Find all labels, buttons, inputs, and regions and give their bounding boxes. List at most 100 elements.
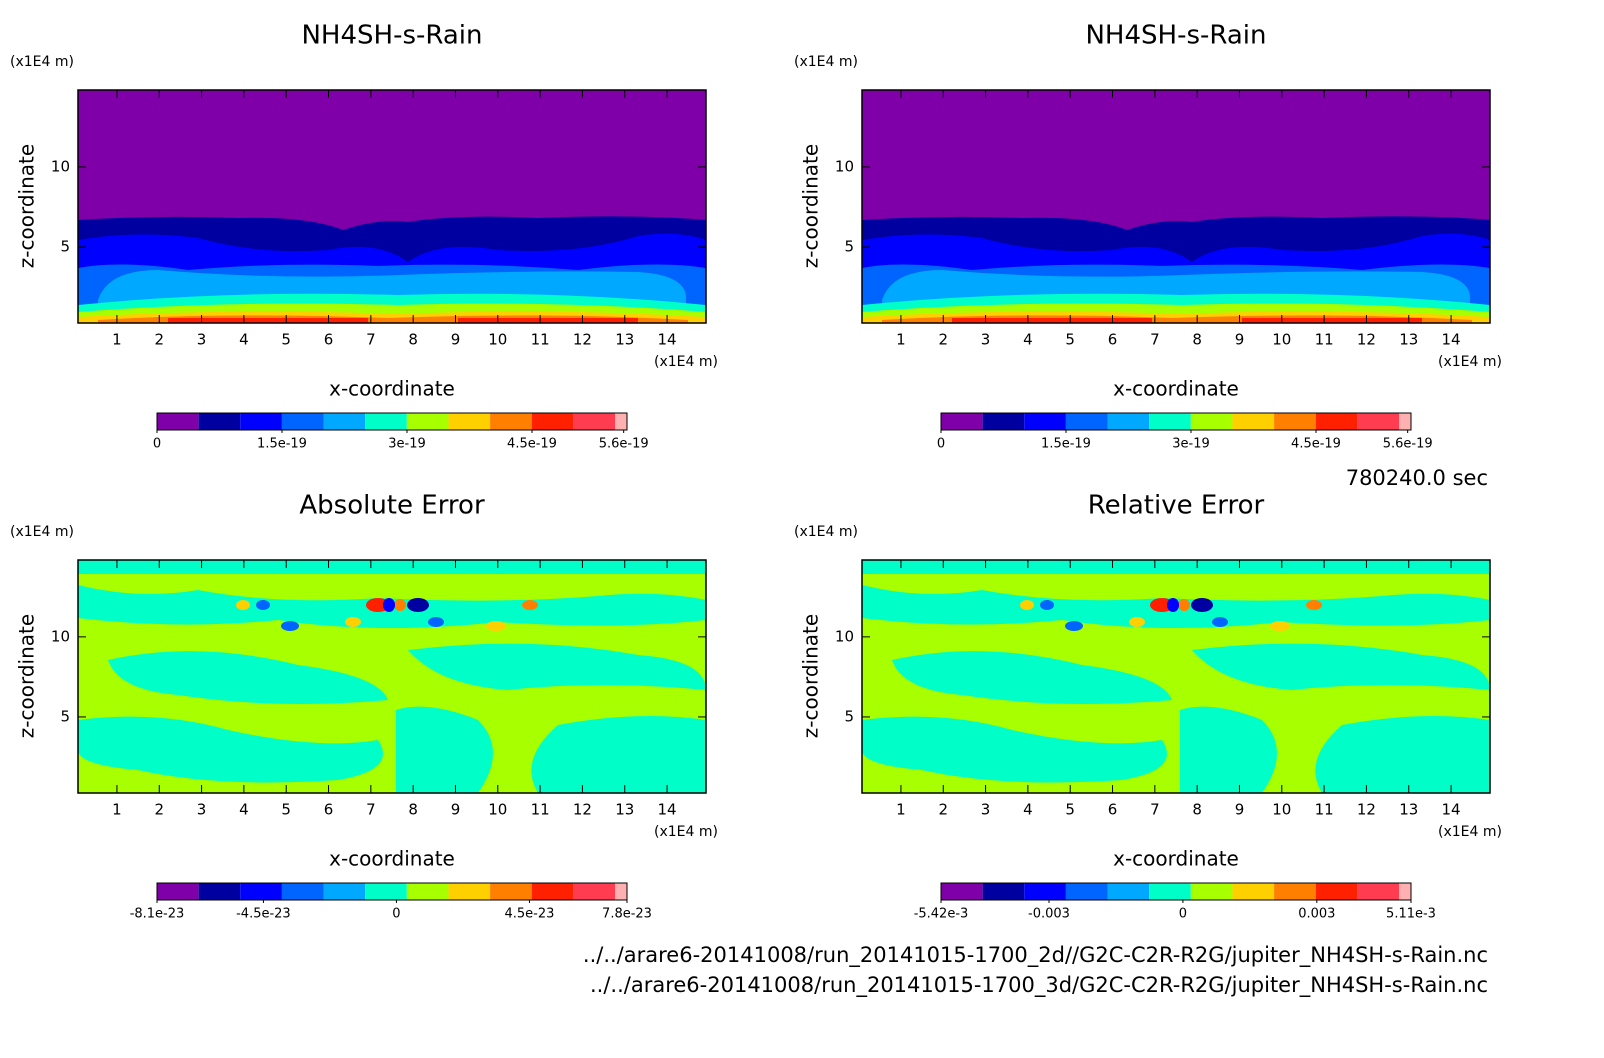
colorbar-tick-label: 7.8e-23 bbox=[602, 907, 652, 922]
colorbar-swatch bbox=[573, 883, 615, 900]
colorbar-tick-label: 4.5e-19 bbox=[507, 437, 557, 452]
x-tick-label: 6 bbox=[1108, 331, 1118, 349]
colorbar-swatch bbox=[1315, 413, 1358, 430]
colorbar-swatch bbox=[448, 413, 491, 430]
plot-frame bbox=[861, 559, 1491, 794]
x-tick-label: 13 bbox=[615, 331, 634, 349]
colorbar-swatch bbox=[1190, 883, 1233, 900]
colorbar-swatch bbox=[1399, 413, 1411, 430]
colorbar-swatch bbox=[281, 413, 324, 430]
x-tick-label: 11 bbox=[531, 331, 550, 349]
colorbar-swatch bbox=[323, 883, 366, 900]
x-tick-label: 4 bbox=[1023, 801, 1033, 819]
x-tick-label: 2 bbox=[938, 331, 948, 349]
x-unit: (x1E4 m) bbox=[654, 354, 718, 370]
x-tick-label: 5 bbox=[1065, 331, 1075, 349]
colorbar-swatch bbox=[982, 883, 1025, 900]
chart-title: Relative Error bbox=[1088, 491, 1265, 521]
colorbar-frame bbox=[940, 412, 1412, 431]
x-tick-label: 8 bbox=[408, 801, 418, 819]
y-tick-label: 5 bbox=[844, 237, 854, 255]
colorbar-swatch bbox=[198, 883, 241, 900]
x-tick-label: 1 bbox=[112, 801, 122, 819]
y-tick-label: 10 bbox=[835, 157, 854, 175]
plot-frame bbox=[77, 559, 707, 794]
x-tick-label: 6 bbox=[324, 801, 334, 819]
colorbar-swatch bbox=[1149, 413, 1191, 430]
colorbar-swatch bbox=[448, 883, 491, 900]
x-tick-label: 14 bbox=[1442, 331, 1461, 349]
colorbar-tick-label: 3e-19 bbox=[1172, 437, 1210, 452]
x-tick-label: 5 bbox=[1065, 801, 1075, 819]
plot-frame bbox=[861, 89, 1491, 324]
colorbar-swatch bbox=[1232, 883, 1275, 900]
colorbar-tick-label: 1.5e-19 bbox=[1041, 437, 1091, 452]
colorbar-swatch bbox=[531, 413, 574, 430]
colorbar-swatch bbox=[1149, 883, 1191, 900]
colorbar-swatch bbox=[1107, 883, 1150, 900]
x-tick-label: 13 bbox=[1399, 331, 1418, 349]
x-tick-label: 12 bbox=[573, 801, 592, 819]
x-tick-label: 10 bbox=[488, 331, 507, 349]
x-tick-label: 10 bbox=[488, 801, 507, 819]
colorbar-swatch bbox=[365, 883, 407, 900]
colorbar-tick-label: -8.1e-23 bbox=[130, 907, 185, 922]
x-axis-title: x-coordinate bbox=[329, 377, 455, 401]
y-tick-label: 5 bbox=[60, 707, 70, 725]
y-unit: (x1E4 m) bbox=[10, 524, 74, 540]
colorbar-swatch bbox=[406, 413, 449, 430]
x-tick-label: 1 bbox=[112, 331, 122, 349]
x-tick-label: 7 bbox=[1150, 331, 1160, 349]
x-tick-label: 13 bbox=[1399, 801, 1418, 819]
colorbar-tick-label: 0 bbox=[153, 437, 161, 452]
y-unit: (x1E4 m) bbox=[794, 524, 858, 540]
x-tick-label: 2 bbox=[154, 801, 164, 819]
colorbar-swatch bbox=[982, 413, 1025, 430]
x-tick-label: 14 bbox=[1442, 801, 1461, 819]
colorbar-swatch bbox=[365, 413, 407, 430]
x-tick-label: 11 bbox=[1315, 331, 1334, 349]
x-tick-label: 3 bbox=[981, 801, 991, 819]
colorbar-swatch bbox=[490, 883, 532, 900]
colorbar-frame bbox=[940, 882, 1412, 901]
x-tick-label: 5 bbox=[281, 331, 291, 349]
y-axis-title: z-coordinate bbox=[15, 144, 39, 268]
file-path: ../../arare6-20141008/run_20141015-1700_… bbox=[590, 973, 1488, 998]
colorbar-swatch bbox=[323, 413, 366, 430]
x-tick-label: 4 bbox=[239, 331, 249, 349]
colorbar-tick-label: 0.003 bbox=[1298, 907, 1335, 922]
colorbar-tick-label: 4.5e-19 bbox=[1291, 437, 1341, 452]
colorbar-swatch bbox=[531, 883, 574, 900]
colorbar-swatch bbox=[157, 883, 199, 900]
x-unit: (x1E4 m) bbox=[1438, 354, 1502, 370]
colorbar-swatch bbox=[281, 883, 324, 900]
colorbar-swatch bbox=[1107, 413, 1150, 430]
colorbar-swatch bbox=[157, 413, 199, 430]
colorbar-swatch bbox=[573, 413, 615, 430]
colorbar-swatch bbox=[1065, 413, 1108, 430]
x-tick-label: 12 bbox=[1357, 801, 1376, 819]
x-axis-title: x-coordinate bbox=[1113, 847, 1239, 871]
colorbar-swatch bbox=[198, 413, 241, 430]
x-unit: (x1E4 m) bbox=[1438, 824, 1502, 840]
colorbar-tick-label: -0.003 bbox=[1028, 907, 1070, 922]
chart-title: NH4SH-s-Rain bbox=[301, 21, 482, 51]
colorbar-swatch bbox=[406, 883, 449, 900]
colorbar-tick-label: 4.5e-23 bbox=[504, 907, 554, 922]
y-unit: (x1E4 m) bbox=[794, 54, 858, 70]
colorbar-swatch bbox=[1274, 883, 1316, 900]
x-tick-label: 13 bbox=[615, 801, 634, 819]
colorbar-swatch bbox=[240, 413, 282, 430]
colorbar-frame bbox=[156, 882, 628, 901]
colorbar-swatch bbox=[615, 413, 627, 430]
colorbar-swatch bbox=[1024, 883, 1066, 900]
x-unit: (x1E4 m) bbox=[654, 824, 718, 840]
y-tick-label: 10 bbox=[51, 627, 70, 645]
x-tick-label: 8 bbox=[1192, 801, 1202, 819]
colorbar-swatch bbox=[240, 883, 282, 900]
x-tick-label: 9 bbox=[451, 801, 461, 819]
y-axis-title: z-coordinate bbox=[799, 144, 823, 268]
colorbar-swatch bbox=[1190, 413, 1233, 430]
x-axis-title: x-coordinate bbox=[329, 847, 455, 871]
